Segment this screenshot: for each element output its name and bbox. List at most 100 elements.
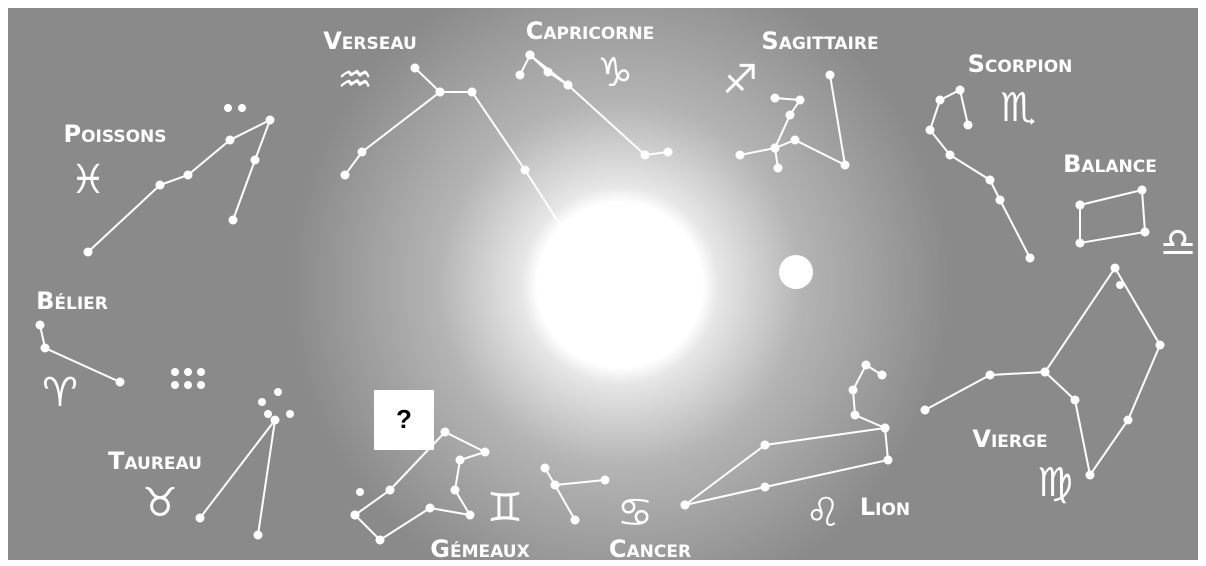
- star: [274, 388, 282, 396]
- star: [826, 71, 835, 80]
- star: [558, 224, 567, 233]
- star: [862, 361, 871, 370]
- sign-name: Bélier: [36, 287, 108, 315]
- star: [1141, 228, 1150, 237]
- star: [1111, 264, 1120, 273]
- star: [681, 501, 690, 510]
- sign-name: Balance: [1063, 150, 1157, 178]
- sign-symbol: ♉: [142, 480, 178, 526]
- sign-name: Taureau: [108, 447, 202, 475]
- star: [258, 398, 266, 406]
- star: [516, 71, 525, 80]
- sign-symbol: ♑: [597, 50, 633, 96]
- sign-symbol: ♓: [70, 157, 106, 203]
- star: [156, 181, 165, 190]
- star: [251, 156, 260, 165]
- sign-name: Scorpion: [968, 50, 1073, 78]
- star: [526, 51, 535, 60]
- star: [601, 476, 610, 485]
- star: [771, 144, 780, 153]
- star: [456, 456, 465, 465]
- star: [116, 378, 125, 387]
- star: [468, 88, 477, 97]
- star: [884, 456, 893, 465]
- star: [226, 136, 235, 145]
- sign-name: Gémeaux: [430, 535, 529, 563]
- sign-name: Verseau: [323, 27, 417, 55]
- star: [986, 371, 995, 380]
- star: [849, 386, 858, 395]
- star: [171, 368, 179, 376]
- star: [197, 381, 205, 389]
- sign-symbol: ♎: [1160, 220, 1196, 266]
- star: [386, 486, 395, 495]
- star: [926, 126, 935, 135]
- star: [441, 428, 450, 437]
- star: [171, 381, 179, 389]
- star: [551, 481, 560, 490]
- star: [774, 164, 783, 173]
- star: [1156, 341, 1165, 350]
- sign-name: Lion: [860, 493, 910, 521]
- sign-symbol: ♏: [1000, 85, 1036, 131]
- star: [791, 136, 800, 145]
- star: [851, 411, 860, 420]
- star: [771, 94, 780, 103]
- star: [521, 166, 530, 175]
- sign-symbol: ♒: [337, 57, 373, 103]
- sign-symbol: ♍: [1037, 460, 1073, 506]
- star: [1116, 281, 1124, 289]
- star: [184, 368, 192, 376]
- star: [41, 344, 50, 353]
- star: [358, 148, 367, 157]
- star: [996, 196, 1005, 205]
- star: [481, 448, 490, 457]
- star: [1026, 254, 1035, 263]
- moon: [779, 255, 813, 289]
- star: [238, 104, 246, 112]
- sign-symbol: ♈: [42, 370, 78, 416]
- sign-name: Cancer: [609, 535, 691, 563]
- star: [761, 441, 770, 450]
- sign-symbol: ♌: [805, 490, 841, 536]
- star: [356, 488, 364, 496]
- star: [264, 410, 272, 418]
- sign-name: Poissons: [63, 120, 166, 148]
- star: [266, 116, 275, 125]
- zodiac-picture: ? Verseau♒Capricorne♑Sagittaire♐Scorpion…: [0, 0, 1206, 566]
- star: [426, 504, 435, 513]
- star: [986, 176, 995, 185]
- sign-name: Sagittaire: [761, 27, 878, 55]
- star: [964, 121, 973, 130]
- star: [936, 96, 945, 105]
- star: [841, 161, 850, 170]
- sign-symbol: ♋: [617, 490, 653, 536]
- star: [946, 151, 955, 160]
- star: [351, 511, 360, 520]
- star: [197, 368, 205, 376]
- star: [1071, 396, 1080, 405]
- star: [1138, 186, 1147, 195]
- star: [376, 536, 385, 545]
- star: [286, 410, 294, 418]
- star: [36, 321, 45, 330]
- star: [1086, 471, 1095, 480]
- star: [541, 464, 550, 473]
- star: [84, 248, 93, 257]
- sign-symbol: ♊: [487, 485, 523, 531]
- sign-name: Capricorne: [526, 17, 655, 45]
- star: [544, 68, 553, 77]
- star: [436, 88, 445, 97]
- star: [641, 151, 650, 160]
- star: [956, 86, 965, 95]
- star: [796, 96, 805, 105]
- star: [736, 151, 745, 160]
- star: [571, 516, 580, 525]
- star: [881, 424, 890, 433]
- star: [254, 531, 263, 540]
- star: [229, 216, 238, 225]
- star: [466, 511, 475, 520]
- star: [1041, 368, 1050, 377]
- star: [761, 483, 770, 492]
- star: [1076, 239, 1085, 248]
